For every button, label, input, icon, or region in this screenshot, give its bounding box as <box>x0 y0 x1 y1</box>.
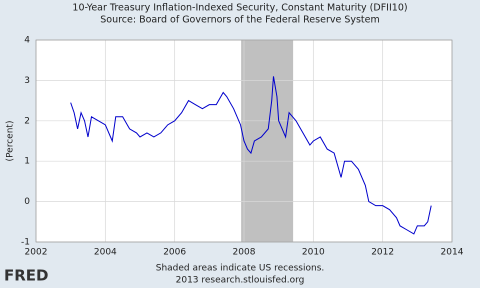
chart-subtitle: Source: Board of Governors of the Federa… <box>100 15 380 26</box>
recession-band <box>241 40 294 242</box>
plot-border <box>35 39 453 243</box>
y-tick-label: 3 <box>24 76 30 86</box>
y-tick-label: -1 <box>21 238 30 248</box>
y-axis-label: (Percent) <box>6 121 16 162</box>
credit: 2013 research.stlouisfed.org <box>176 276 305 286</box>
note: Shaded areas indicate US recessions. <box>156 264 325 274</box>
y-tick-label: 4 <box>24 36 30 46</box>
y-tick-label: 1 <box>24 157 30 167</box>
y-tick-label: 0 <box>24 197 30 207</box>
x-tick-label: 2006 <box>163 248 186 258</box>
logo: FRED <box>4 267 49 285</box>
x-tick-label: 2012 <box>371 248 394 258</box>
x-tick-label: 2008 <box>233 248 256 258</box>
x-tick-label: 2004 <box>94 248 117 258</box>
x-tick-label: 2010 <box>302 248 325 258</box>
x-tick-label: 2002 <box>25 248 48 258</box>
x-tick-label: 2014 <box>441 248 464 258</box>
y-tick-label: 2 <box>24 116 30 126</box>
data-line <box>70 76 432 235</box>
chart-title: 10-Year Treasury Inflation-Indexed Secur… <box>72 3 407 14</box>
